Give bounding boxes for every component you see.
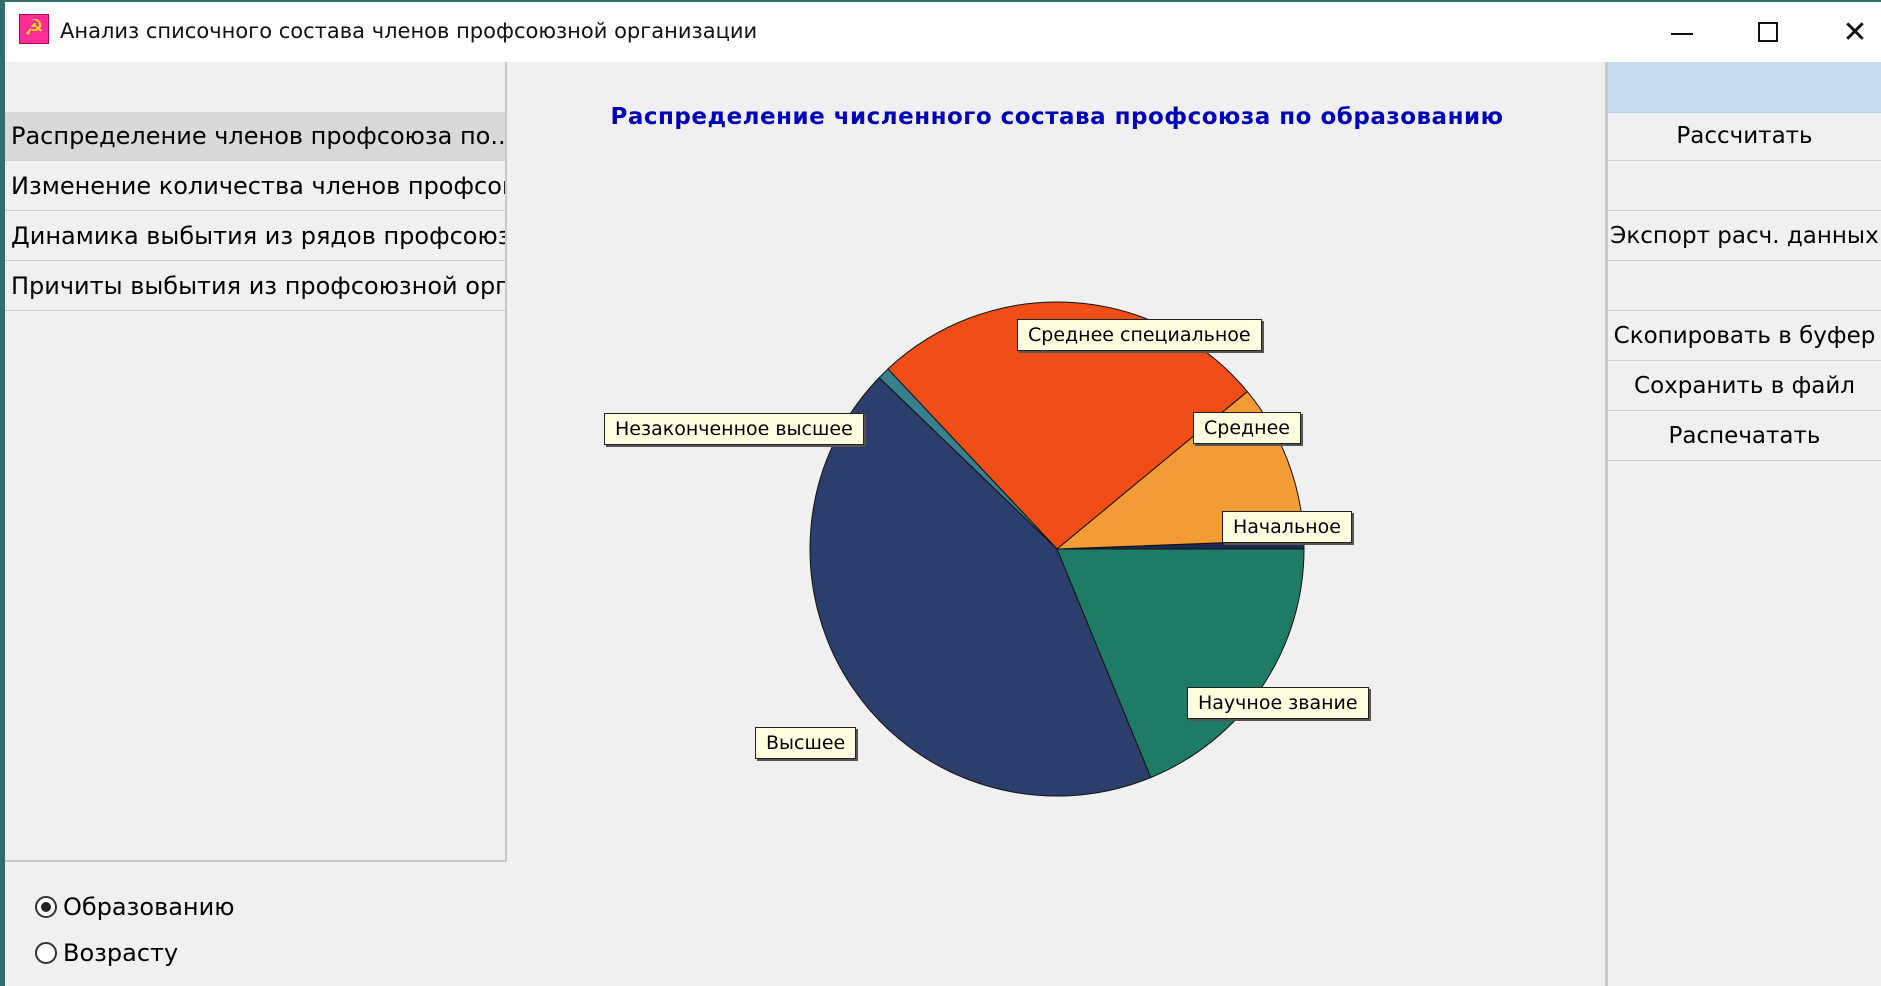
maximize-icon bbox=[1758, 22, 1778, 42]
right-divider bbox=[1605, 62, 1608, 986]
pie-slice bbox=[809, 376, 1152, 797]
radio-unchecked-icon bbox=[35, 942, 57, 964]
pie-slice bbox=[887, 301, 1249, 550]
radio-education-label: Образованию bbox=[63, 893, 235, 921]
pie-slice-label: Среднее bbox=[1193, 412, 1301, 444]
title-bar[interactable]: ☭ Анализ списочного состава членов профс… bbox=[5, 2, 1881, 62]
window-frame-left bbox=[0, 0, 5, 986]
copy-to-clipboard-button[interactable]: Скопировать в буфер bbox=[1608, 312, 1881, 361]
close-button[interactable]: ✕ bbox=[1815, 4, 1881, 60]
chart-title: Распределение численного состава профсою… bbox=[610, 104, 1504, 130]
print-button[interactable]: Распечатать bbox=[1608, 412, 1881, 461]
report-item-dropout-dynamics[interactable]: Динамика выбытия из рядов профсоюза bbox=[5, 212, 505, 261]
close-icon: ✕ bbox=[1842, 14, 1868, 50]
actions-spacer-1 bbox=[1608, 162, 1881, 211]
actions-panel: Рассчитать Экспорт расч. данных Скопиров… bbox=[1608, 62, 1881, 986]
pie-slice-label: Начальное bbox=[1222, 511, 1352, 543]
radio-checked-icon bbox=[35, 896, 57, 918]
report-item-distribution[interactable]: Распределение членов профсоюза по... bbox=[5, 112, 505, 161]
radio-age[interactable]: Возрасту bbox=[35, 936, 178, 970]
calculate-button[interactable]: Рассчитать bbox=[1608, 112, 1881, 161]
actions-spacer-2 bbox=[1608, 262, 1881, 311]
save-to-file-button[interactable]: Сохранить в файл bbox=[1608, 362, 1881, 411]
pie-slice-label: Научное звание bbox=[1187, 687, 1369, 719]
chart-area: Распределение численного состава профсою… bbox=[509, 62, 1605, 986]
radio-education[interactable]: Образованию bbox=[35, 890, 234, 924]
pie-chart bbox=[809, 301, 1305, 797]
report-item-member-change[interactable]: Изменение количества членов профсоюза bbox=[5, 162, 505, 211]
window-title: Анализ списочного состава членов профсою… bbox=[60, 19, 758, 43]
pie-slice-label: Незаконченное высшее bbox=[604, 413, 864, 445]
pie-slice-label: Среднее специальное bbox=[1017, 319, 1262, 351]
radio-age-label: Возрасту bbox=[63, 939, 179, 967]
minimize-icon bbox=[1671, 33, 1693, 35]
maximize-button[interactable] bbox=[1728, 4, 1808, 60]
hammer-sickle-icon: ☭ bbox=[19, 14, 49, 44]
pie-slice-label: Высшее bbox=[755, 727, 857, 759]
actions-header bbox=[1608, 62, 1881, 113]
window-frame-top bbox=[0, 0, 1881, 2]
export-button[interactable]: Экспорт расч. данных bbox=[1608, 212, 1881, 261]
report-item-dropout-reasons[interactable]: Причиты выбытия из профсоюзной орг. bbox=[5, 262, 505, 311]
report-list-panel: Распределение членов профсоюза по... Изм… bbox=[5, 62, 507, 862]
pie-slice bbox=[1056, 548, 1305, 779]
minimize-button[interactable] bbox=[1642, 4, 1722, 60]
report-list-header bbox=[5, 62, 505, 113]
grouping-radio-group: Образованию Возрасту bbox=[5, 862, 505, 986]
